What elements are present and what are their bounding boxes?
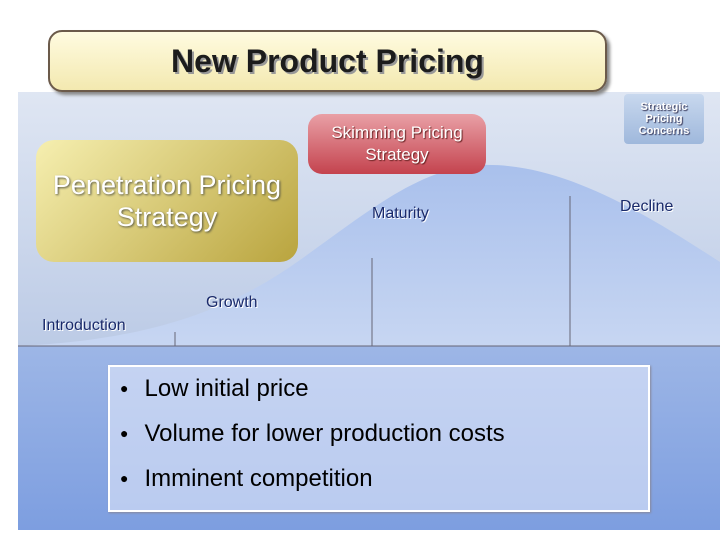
title: New Product Pricing <box>48 30 607 92</box>
penetration-box: Penetration Pricing Strategy <box>36 140 298 262</box>
stage-label: Maturity <box>372 205 429 222</box>
life-cycle-curve <box>18 164 720 346</box>
stage-label: Introduction <box>42 317 126 334</box>
bullet-box: Low initial price Volume for lower produ… <box>108 365 650 512</box>
bullet: Low initial price <box>120 375 308 403</box>
badge: Strategic Pricing Concerns <box>624 94 704 144</box>
skimming-box: Skimming Pricing Strategy <box>308 114 486 174</box>
stage-label: Decline <box>620 198 674 215</box>
stage-label: Growth <box>206 294 258 311</box>
bullet: Volume for lower production costs <box>120 420 504 448</box>
bullet: Imminent competition <box>120 465 372 493</box>
